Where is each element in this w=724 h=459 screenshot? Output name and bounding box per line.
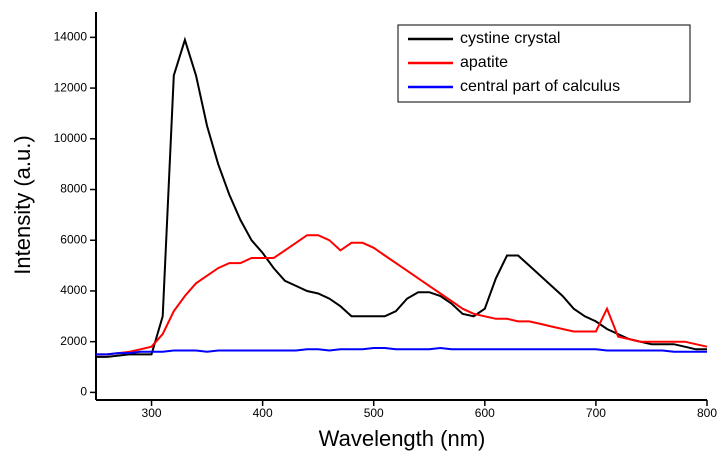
- y-tick-label: 10000: [54, 131, 88, 145]
- y-tick-label: 14000: [54, 30, 88, 44]
- x-tick-label: 700: [586, 406, 606, 420]
- y-tick-label: 6000: [60, 232, 87, 246]
- legend-label: central part of calculus: [460, 78, 620, 95]
- x-tick-label: 400: [253, 406, 273, 420]
- x-tick-label: 300: [142, 406, 162, 420]
- y-tick-label: 8000: [60, 182, 87, 196]
- y-tick-label: 12000: [54, 80, 88, 94]
- y-tick-label: 2000: [60, 334, 87, 348]
- x-axis-label: Wavelength (nm): [319, 426, 486, 451]
- y-tick-label: 4000: [60, 283, 87, 297]
- legend-label: apatite: [460, 54, 508, 71]
- x-tick-label: 500: [364, 406, 384, 420]
- x-tick-label: 800: [697, 406, 717, 420]
- x-tick-label: 600: [475, 406, 495, 420]
- data-line: [96, 346, 707, 356]
- data-line: [96, 234, 708, 356]
- data-line: [96, 36, 707, 358]
- y-tick-label: 0: [80, 385, 87, 399]
- y-axis-label: Intensity (a.u.): [10, 135, 35, 274]
- legend-label: cystine crystal: [460, 30, 560, 47]
